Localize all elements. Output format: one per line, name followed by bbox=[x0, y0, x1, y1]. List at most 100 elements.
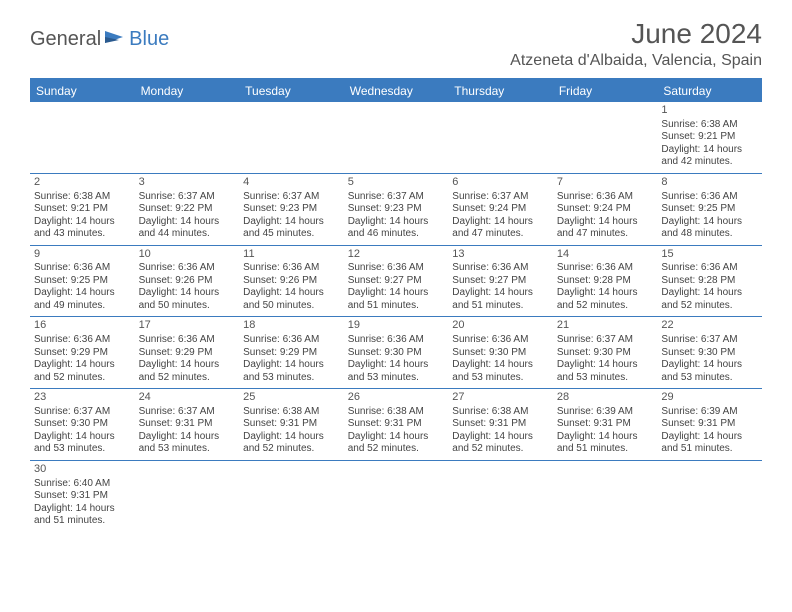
day-info-line: and 53 minutes. bbox=[661, 372, 758, 385]
day-info-line: Sunrise: 6:36 AM bbox=[661, 262, 758, 275]
calendar-grid: SundayMondayTuesdayWednesdayThursdayFrid… bbox=[30, 78, 762, 532]
day-info-line: Daylight: 14 hours bbox=[139, 216, 236, 229]
day-header: Sunday bbox=[30, 80, 135, 102]
day-info-line: Sunrise: 6:39 AM bbox=[661, 406, 758, 419]
day-info-line: Sunset: 9:31 PM bbox=[34, 490, 131, 503]
day-info-line: and 52 minutes. bbox=[661, 300, 758, 313]
day-info-line: and 52 minutes. bbox=[139, 372, 236, 385]
day-number: 12 bbox=[348, 248, 445, 262]
empty-cell bbox=[344, 102, 449, 173]
day-info-line: Sunset: 9:29 PM bbox=[243, 347, 340, 360]
day-info-line: Sunset: 9:30 PM bbox=[34, 418, 131, 431]
day-info-line: Sunrise: 6:39 AM bbox=[557, 406, 654, 419]
day-info-line: Daylight: 14 hours bbox=[348, 431, 445, 444]
week-row: 16Sunrise: 6:36 AMSunset: 9:29 PMDayligh… bbox=[30, 316, 762, 388]
week-row: 1Sunrise: 6:38 AMSunset: 9:21 PMDaylight… bbox=[30, 102, 762, 173]
day-cell: 19Sunrise: 6:36 AMSunset: 9:30 PMDayligh… bbox=[344, 316, 449, 388]
day-number: 24 bbox=[139, 391, 236, 405]
day-info-line: Daylight: 14 hours bbox=[243, 359, 340, 372]
day-info-line: Sunset: 9:26 PM bbox=[139, 275, 236, 288]
page-header: General Blue June 2024 Atzeneta d'Albaid… bbox=[0, 0, 792, 78]
day-info-line: Sunrise: 6:36 AM bbox=[139, 262, 236, 275]
day-info-line: and 50 minutes. bbox=[139, 300, 236, 313]
day-number: 25 bbox=[243, 391, 340, 405]
day-info-line: Daylight: 14 hours bbox=[243, 431, 340, 444]
day-number: 6 bbox=[452, 176, 549, 190]
day-cell: 11Sunrise: 6:36 AMSunset: 9:26 PMDayligh… bbox=[239, 245, 344, 317]
day-info-line: Sunrise: 6:38 AM bbox=[34, 191, 131, 204]
day-cell: 25Sunrise: 6:38 AMSunset: 9:31 PMDayligh… bbox=[239, 388, 344, 460]
day-info-line: and 47 minutes. bbox=[557, 228, 654, 241]
day-info-line: Daylight: 14 hours bbox=[243, 216, 340, 229]
day-info-line: Daylight: 14 hours bbox=[452, 287, 549, 300]
day-header: Wednesday bbox=[344, 80, 449, 102]
day-cell: 4Sunrise: 6:37 AMSunset: 9:23 PMDaylight… bbox=[239, 173, 344, 245]
day-cell: 26Sunrise: 6:38 AMSunset: 9:31 PMDayligh… bbox=[344, 388, 449, 460]
day-info-line: and 53 minutes. bbox=[243, 372, 340, 385]
day-info-line: Sunrise: 6:36 AM bbox=[452, 262, 549, 275]
day-info-line: Sunset: 9:21 PM bbox=[34, 203, 131, 216]
day-info-line: Daylight: 14 hours bbox=[661, 216, 758, 229]
day-info-line: and 44 minutes. bbox=[139, 228, 236, 241]
day-info-line: Sunset: 9:31 PM bbox=[557, 418, 654, 431]
day-cell: 3Sunrise: 6:37 AMSunset: 9:22 PMDaylight… bbox=[135, 173, 240, 245]
day-info-line: Sunrise: 6:37 AM bbox=[348, 191, 445, 204]
day-info-line: Sunset: 9:24 PM bbox=[557, 203, 654, 216]
logo: General Blue bbox=[30, 18, 169, 51]
day-cell: 14Sunrise: 6:36 AMSunset: 9:28 PMDayligh… bbox=[553, 245, 658, 317]
day-cell: 21Sunrise: 6:37 AMSunset: 9:30 PMDayligh… bbox=[553, 316, 658, 388]
day-info-line: Sunset: 9:27 PM bbox=[348, 275, 445, 288]
day-info-line: Sunrise: 6:40 AM bbox=[34, 478, 131, 491]
day-info-line: Sunrise: 6:38 AM bbox=[661, 119, 758, 132]
day-info-line: Sunrise: 6:37 AM bbox=[243, 191, 340, 204]
day-cell: 24Sunrise: 6:37 AMSunset: 9:31 PMDayligh… bbox=[135, 388, 240, 460]
day-number: 2 bbox=[34, 176, 131, 190]
day-number: 13 bbox=[452, 248, 549, 262]
week-row: 9Sunrise: 6:36 AMSunset: 9:25 PMDaylight… bbox=[30, 245, 762, 317]
day-header-row: SundayMondayTuesdayWednesdayThursdayFrid… bbox=[30, 80, 762, 102]
day-number: 28 bbox=[557, 391, 654, 405]
day-info-line: Sunset: 9:29 PM bbox=[139, 347, 236, 360]
logo-text-blue: Blue bbox=[129, 28, 169, 51]
day-cell: 20Sunrise: 6:36 AMSunset: 9:30 PMDayligh… bbox=[448, 316, 553, 388]
day-info-line: Sunrise: 6:38 AM bbox=[348, 406, 445, 419]
day-info-line: and 53 minutes. bbox=[452, 372, 549, 385]
day-info-line: Sunset: 9:31 PM bbox=[661, 418, 758, 431]
day-info-line: and 50 minutes. bbox=[243, 300, 340, 313]
day-number: 17 bbox=[139, 319, 236, 333]
day-number: 27 bbox=[452, 391, 549, 405]
day-cell: 29Sunrise: 6:39 AMSunset: 9:31 PMDayligh… bbox=[657, 388, 762, 460]
day-info-line: and 51 minutes. bbox=[661, 443, 758, 456]
day-info-line: and 52 minutes. bbox=[34, 372, 131, 385]
day-info-line: Sunset: 9:23 PM bbox=[348, 203, 445, 216]
day-info-line: Sunset: 9:22 PM bbox=[139, 203, 236, 216]
day-header: Thursday bbox=[448, 80, 553, 102]
day-header: Monday bbox=[135, 80, 240, 102]
day-cell: 18Sunrise: 6:36 AMSunset: 9:29 PMDayligh… bbox=[239, 316, 344, 388]
day-cell: 5Sunrise: 6:37 AMSunset: 9:23 PMDaylight… bbox=[344, 173, 449, 245]
day-info-line: and 46 minutes. bbox=[348, 228, 445, 241]
day-info-line: and 47 minutes. bbox=[452, 228, 549, 241]
day-cell: 17Sunrise: 6:36 AMSunset: 9:29 PMDayligh… bbox=[135, 316, 240, 388]
empty-cell bbox=[239, 102, 344, 173]
day-info-line: Daylight: 14 hours bbox=[34, 216, 131, 229]
empty-cell bbox=[657, 460, 762, 532]
empty-cell bbox=[239, 460, 344, 532]
day-info-line: Sunset: 9:24 PM bbox=[452, 203, 549, 216]
day-info-line: Sunrise: 6:36 AM bbox=[34, 262, 131, 275]
day-info-line: Daylight: 14 hours bbox=[452, 216, 549, 229]
day-cell: 16Sunrise: 6:36 AMSunset: 9:29 PMDayligh… bbox=[30, 316, 135, 388]
day-cell: 2Sunrise: 6:38 AMSunset: 9:21 PMDaylight… bbox=[30, 173, 135, 245]
week-row: 2Sunrise: 6:38 AMSunset: 9:21 PMDaylight… bbox=[30, 173, 762, 245]
day-info-line: Daylight: 14 hours bbox=[661, 431, 758, 444]
day-info-line: Sunrise: 6:37 AM bbox=[34, 406, 131, 419]
day-number: 21 bbox=[557, 319, 654, 333]
day-number: 23 bbox=[34, 391, 131, 405]
day-cell: 1Sunrise: 6:38 AMSunset: 9:21 PMDaylight… bbox=[657, 102, 762, 173]
day-info-line: Sunrise: 6:36 AM bbox=[243, 334, 340, 347]
empty-cell bbox=[344, 460, 449, 532]
day-info-line: Sunset: 9:30 PM bbox=[348, 347, 445, 360]
title-block: June 2024 Atzeneta d'Albaida, Valencia, … bbox=[510, 18, 762, 70]
day-header: Tuesday bbox=[239, 80, 344, 102]
day-number: 22 bbox=[661, 319, 758, 333]
